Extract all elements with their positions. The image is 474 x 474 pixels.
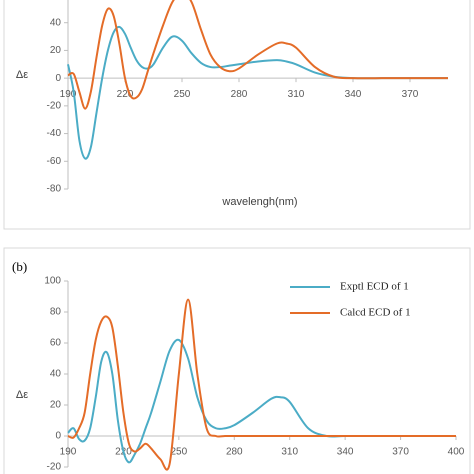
- x-tick-label: 310: [281, 447, 298, 458]
- x-axis-label: wavelengh(nm): [221, 196, 297, 208]
- y-tick-label: 20: [50, 45, 62, 56]
- x-tick-label: 280: [226, 447, 243, 458]
- x-tick-label: 250: [174, 89, 191, 100]
- y-tick-label: 60: [50, 338, 62, 349]
- x-tick-label: 340: [345, 89, 362, 100]
- y-tick-label: 40: [50, 17, 62, 28]
- x-tick-label: 310: [288, 89, 305, 100]
- x-tick-label: 370: [402, 89, 419, 100]
- x-tick-label: 250: [171, 447, 188, 458]
- panel-label: (b): [12, 259, 27, 274]
- x-tick-label: 190: [60, 447, 77, 458]
- y-tick-label: -20: [47, 100, 62, 111]
- y-tick-label: 0: [55, 73, 61, 84]
- y-tick-label: 60: [50, 0, 62, 1]
- y-tick-label: 100: [44, 276, 61, 287]
- y-tick-label: -60: [47, 156, 62, 167]
- x-tick-label: 340: [337, 447, 354, 458]
- y-tick-label: -20: [47, 462, 62, 473]
- legend-label: Calcd ECD of 1: [340, 307, 411, 319]
- x-tick-label: 190: [60, 89, 77, 100]
- y-tick-label: 40: [50, 369, 62, 380]
- y-tick-label: -40: [47, 128, 62, 139]
- y-axis-label: Δε: [16, 69, 28, 81]
- y-tick-label: 0: [55, 431, 61, 442]
- y-tick-label: 80: [50, 307, 62, 318]
- y-tick-label: -80: [47, 184, 62, 195]
- series-line: [67, 338, 456, 464]
- series-line: [67, 25, 448, 160]
- x-tick-label: 280: [231, 89, 248, 100]
- x-tick-label: 400: [448, 447, 465, 458]
- x-tick-label: 220: [117, 89, 134, 100]
- y-axis-label: Δε: [16, 389, 28, 401]
- x-tick-label: 370: [392, 447, 409, 458]
- y-tick-label: 20: [50, 400, 62, 411]
- frame: [3, 247, 471, 474]
- series-line: [67, 0, 448, 110]
- series-line: [67, 298, 456, 471]
- legend-label: Exptl ECD of 1: [340, 281, 409, 293]
- frame: [3, 0, 471, 230]
